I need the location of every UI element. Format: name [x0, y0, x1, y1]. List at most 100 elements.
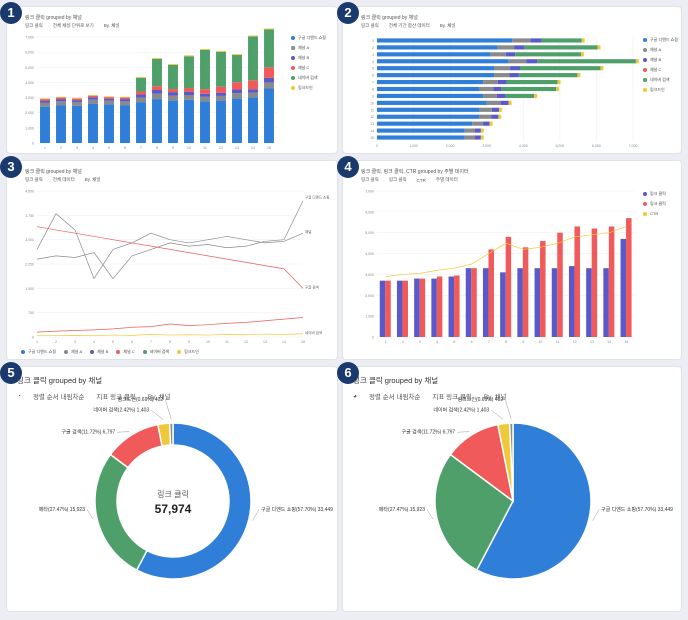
chart-bar: [464, 128, 476, 133]
chart-bar: [493, 86, 502, 92]
slice-label: 구글 디엔드 쇼핑(57.70%) 33,449: [261, 506, 333, 513]
chart-bar: [414, 278, 420, 337]
group-select[interactable]: By. 채널: [439, 23, 456, 28]
group-select[interactable]: By. 채널: [147, 394, 171, 401]
chart-bar: [104, 104, 114, 143]
tick-label: 3: [74, 340, 76, 344]
legend-label: 링크 클릭: [650, 201, 666, 206]
range-select[interactable]: 전체 기간 합산 데이터: [388, 23, 430, 28]
chart-bar: [248, 89, 258, 93]
tick-label: 1: [385, 340, 387, 344]
chart-bar: [510, 66, 520, 71]
tick-label: 15: [301, 340, 305, 344]
legend-dot: [116, 350, 121, 354]
metric-select[interactable]: 링크 클릭: [361, 177, 379, 182]
tick-label: 3: [76, 146, 78, 150]
chart-type-icon[interactable]: ◕: [353, 392, 357, 400]
sort-select[interactable]: 정렬 순서 내림차순: [32, 394, 85, 401]
legend-dot: [291, 56, 295, 60]
slice-label: 네이버 검색(2.42%) 1,403: [93, 407, 149, 414]
chart-bar: [377, 121, 473, 126]
legend-item: 채널 B: [90, 349, 108, 355]
chart-bar: [471, 268, 477, 337]
legend-label: 네이버 검색: [298, 75, 318, 80]
metric-select[interactable]: 지표 링크 클릭: [96, 394, 136, 401]
chart-bar: [483, 79, 498, 85]
tick-label: 6: [131, 340, 133, 344]
range-select[interactable]: 전체 채널 단위로 보기: [52, 23, 94, 28]
chart-bar: [200, 96, 210, 102]
tick-label: 3,000: [482, 144, 491, 148]
chart-bar: [483, 93, 497, 99]
chart-line: [36, 226, 304, 289]
tick-label: 11: [225, 340, 229, 344]
chart-bar: [120, 97, 130, 100]
legend-label: 구글 디엔드 쇼핑: [298, 35, 326, 40]
panel-title: 링크 클릭 grouped by 채널: [17, 376, 103, 385]
chart-bar: [40, 98, 50, 100]
tick-label: 4,000: [25, 81, 34, 85]
chart-bar: [200, 93, 210, 97]
chart-bar: [515, 52, 582, 57]
chart-bar: [501, 86, 557, 92]
tick-label: 13: [590, 340, 594, 344]
chart-bar: [200, 49, 210, 90]
chart-bar: [494, 73, 510, 78]
metric-select[interactable]: 지표 링크 클릭: [432, 394, 472, 401]
chart-bar: [264, 29, 274, 68]
chart-bar: [498, 114, 502, 119]
chart-bar: [499, 107, 503, 112]
label-leader: [86, 509, 94, 520]
chart-type-icon[interactable]: ◔: [17, 392, 21, 400]
chart-bar: [184, 88, 194, 92]
chart-bar: [168, 89, 178, 93]
chart-bar: [72, 97, 82, 99]
sort-select[interactable]: 정렬 순서 내림차순: [368, 394, 421, 401]
chart-bar: [464, 135, 476, 140]
chart-bar: [232, 98, 242, 143]
metric2-select[interactable]: 링크 클릭: [388, 177, 407, 182]
chart-bar: [216, 95, 226, 101]
legend-dot: [291, 36, 295, 40]
chart-bar: [152, 93, 162, 100]
metric-select[interactable]: 링크 클릭: [25, 23, 43, 28]
tick-label: 14: [370, 129, 374, 133]
tick-label: 6: [471, 340, 473, 344]
chart-bar: [508, 100, 512, 105]
chart-bar: [88, 95, 98, 98]
chart-bar: [216, 50, 226, 52]
legend-dot: [643, 202, 647, 206]
chart-bar: [248, 35, 258, 37]
metric3-select[interactable]: CTR: [416, 177, 426, 183]
legend-dot: [643, 78, 647, 82]
group-select[interactable]: By. 채널: [483, 394, 507, 401]
chart-bar: [232, 54, 242, 56]
tick-label: 7: [150, 340, 152, 344]
chart-bar: [379, 280, 386, 337]
group-select[interactable]: By. 채널: [84, 177, 101, 182]
tick-label: 9: [372, 94, 374, 98]
chart-bar: [377, 73, 495, 78]
group-select[interactable]: By. 채널: [103, 23, 120, 28]
tick-label: 5,000: [365, 231, 374, 235]
metric-select[interactable]: 링크 클릭: [25, 177, 43, 182]
horizontal-bar-chart: 0 1,000 2,000 3,000 4,000 5,000 6,000 7,0001234…: [370, 37, 639, 148]
group-select[interactable]: 주별 데이터: [435, 177, 458, 182]
panel-number-badge: 6: [337, 362, 359, 384]
chart-bar: [377, 79, 484, 85]
tick-label: 0: [372, 336, 374, 340]
chart-bar: [488, 249, 494, 337]
tick-label: 12: [219, 146, 223, 150]
legend-item: 네이버 검색: [142, 349, 169, 355]
chart-bar: [534, 93, 538, 99]
legend-label: 구글 디엔드 쇼핑: [650, 37, 678, 42]
chart-bar: [524, 45, 598, 50]
tick-label: 13: [235, 146, 239, 150]
range-select[interactable]: 전체 데이터: [52, 177, 75, 182]
tick-label: 7: [140, 146, 142, 150]
series-end-label: 채널: [305, 229, 311, 234]
metric-select[interactable]: 링크 클릭: [361, 23, 379, 28]
chart-bar: [377, 45, 498, 50]
legend-dot: [21, 350, 25, 354]
tick-label: 4,500: [25, 190, 34, 194]
